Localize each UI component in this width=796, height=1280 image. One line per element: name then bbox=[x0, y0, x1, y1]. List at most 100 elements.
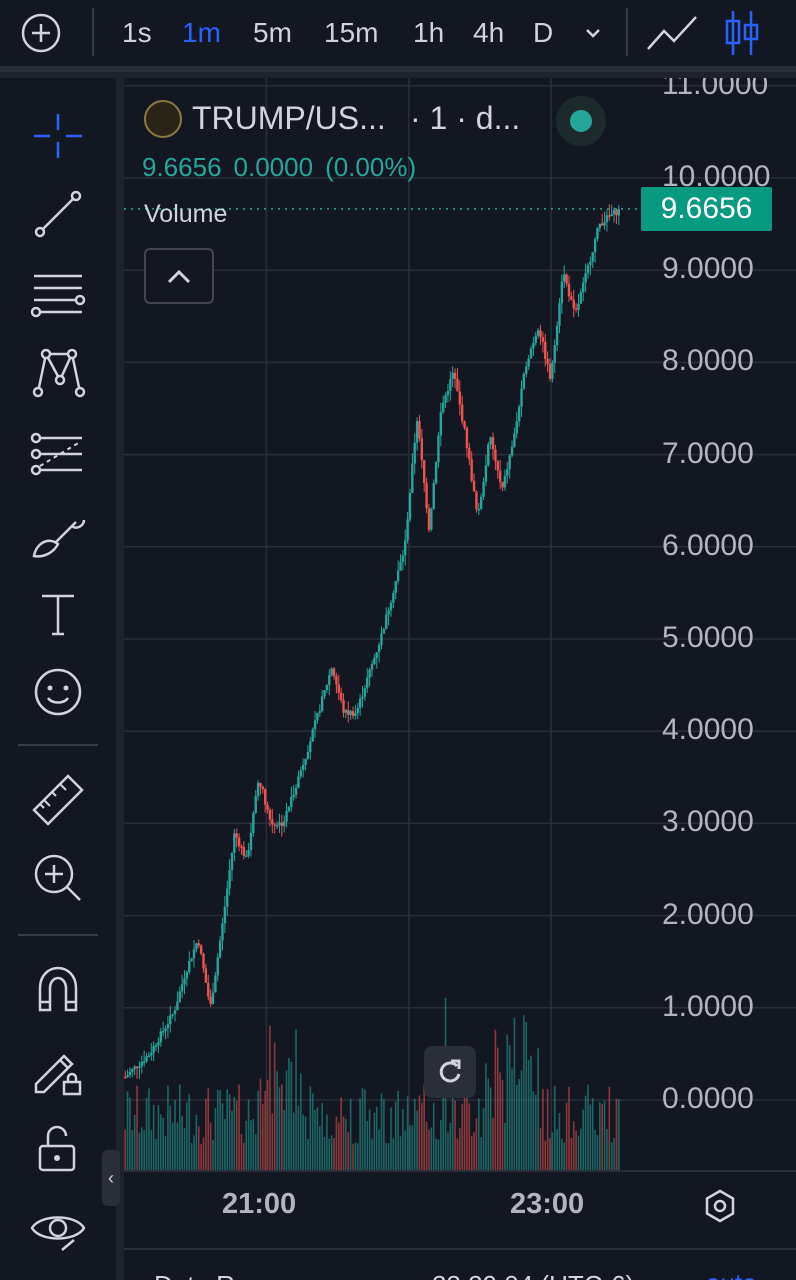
volume-bar bbox=[501, 1080, 504, 1170]
candle-body bbox=[510, 446, 514, 456]
candle-body bbox=[199, 945, 203, 954]
ruler-icon[interactable] bbox=[28, 770, 88, 830]
candle-body bbox=[332, 668, 336, 677]
candle-body bbox=[147, 1055, 151, 1058]
volume-bar bbox=[131, 1130, 134, 1170]
chart-pane[interactable]: TRUMP/US... · 1 · d... 9.6656 0.0000 (0.00… bbox=[124, 78, 796, 1280]
volume-bar bbox=[340, 1097, 342, 1170]
interval-1m[interactable]: 1m bbox=[182, 17, 221, 48]
interval-4h[interactable]: 4h bbox=[473, 17, 505, 48]
legend-price: 9.6656 bbox=[142, 152, 222, 182]
candle-body bbox=[190, 958, 193, 961]
candle-body bbox=[358, 698, 362, 708]
candle-body bbox=[124, 1076, 127, 1079]
add-symbol-icon[interactable] bbox=[20, 0, 62, 66]
line-chart-icon[interactable] bbox=[646, 0, 698, 66]
prediction-icon[interactable] bbox=[28, 424, 88, 484]
collapse-legend-button[interactable] bbox=[144, 248, 214, 304]
chart-settings-button[interactable] bbox=[698, 1184, 742, 1228]
volume-bar bbox=[523, 1015, 525, 1170]
volume-bar bbox=[577, 1135, 580, 1170]
symbol-title[interactable]: TRUMP/US... bbox=[192, 100, 386, 136]
toolbar-divider bbox=[626, 8, 628, 56]
candle-body bbox=[254, 796, 257, 813]
candle-body bbox=[323, 690, 326, 697]
interval-1h[interactable]: 1h bbox=[413, 17, 445, 48]
volume-bar bbox=[496, 1047, 499, 1170]
volume-bar bbox=[534, 1094, 537, 1170]
candle-body bbox=[344, 710, 348, 713]
candle-body bbox=[389, 602, 393, 611]
candle-body bbox=[159, 1031, 162, 1043]
unlock-icon[interactable] bbox=[28, 1118, 88, 1178]
candle-body bbox=[577, 303, 580, 310]
price-axis-label: 4.0000 bbox=[662, 713, 754, 747]
volume-bar bbox=[183, 1128, 186, 1170]
candle-body bbox=[176, 1001, 179, 1011]
volume-bar bbox=[233, 1097, 236, 1170]
candle-body bbox=[228, 870, 231, 889]
candle-body bbox=[427, 508, 431, 530]
candle-body bbox=[582, 282, 585, 293]
pattern-icon[interactable] bbox=[28, 342, 88, 402]
candle-body bbox=[418, 421, 421, 439]
volume-bar bbox=[599, 1102, 601, 1170]
volume-bar bbox=[442, 1089, 444, 1170]
volume-bar bbox=[468, 1103, 471, 1170]
trend-line-icon[interactable] bbox=[28, 184, 88, 244]
candle-body bbox=[320, 696, 324, 712]
volume-bar bbox=[364, 1089, 366, 1170]
candle-body bbox=[387, 610, 390, 615]
candle-body bbox=[131, 1069, 134, 1072]
volume-bar bbox=[366, 1121, 369, 1170]
volume-bar bbox=[231, 1110, 233, 1170]
chevron-up-icon bbox=[167, 269, 191, 284]
candle-body bbox=[404, 540, 407, 556]
text-icon[interactable] bbox=[28, 584, 88, 644]
date-range-button[interactable]: Date Range bbox=[154, 1270, 293, 1280]
symbol-interval[interactable]: · 1 · d... bbox=[410, 100, 521, 136]
sidebar-toggle-handle[interactable]: ‹ bbox=[102, 1150, 120, 1206]
volume-bar bbox=[437, 1139, 440, 1170]
volume-bar bbox=[591, 1097, 594, 1170]
candle-body bbox=[261, 786, 265, 790]
candle-body bbox=[335, 676, 338, 685]
volume-bar bbox=[368, 1109, 371, 1170]
interval-d[interactable]: D bbox=[533, 17, 554, 48]
brush-icon[interactable] bbox=[28, 506, 88, 566]
candle-body bbox=[539, 330, 542, 337]
volume-bar bbox=[473, 1131, 475, 1170]
interval-1s[interactable]: 1s bbox=[122, 17, 152, 48]
volume-bar bbox=[281, 1084, 283, 1170]
reset-chart-button[interactable] bbox=[424, 1046, 476, 1098]
volume-bar bbox=[518, 1079, 520, 1170]
crosshair-icon[interactable] bbox=[28, 106, 88, 166]
candle-body bbox=[477, 508, 480, 511]
candle-body bbox=[349, 711, 352, 715]
volume-bar bbox=[508, 1045, 511, 1170]
emoji-icon[interactable] bbox=[28, 662, 88, 722]
lock-drawing-icon[interactable] bbox=[28, 1040, 88, 1100]
candle-body bbox=[294, 787, 298, 795]
candle-body bbox=[437, 435, 440, 463]
volume-bar bbox=[589, 1104, 592, 1170]
volume-bar bbox=[511, 1068, 513, 1170]
volume-bar bbox=[549, 1138, 551, 1170]
magnet-icon[interactable] bbox=[28, 960, 88, 1020]
volume-bar bbox=[202, 1137, 205, 1170]
sidebar-divider bbox=[18, 934, 98, 936]
candles-icon[interactable] bbox=[724, 0, 760, 66]
chevron-down-icon[interactable] bbox=[582, 0, 604, 66]
auto-scale-button[interactable]: auto bbox=[706, 1268, 757, 1280]
interval-5m[interactable]: 5m bbox=[253, 17, 292, 48]
market-status[interactable] bbox=[556, 96, 606, 146]
zoom-in-icon[interactable] bbox=[28, 848, 88, 908]
interval-15m[interactable]: 15m bbox=[324, 17, 379, 48]
candle-body bbox=[444, 395, 447, 403]
fib-retracement-icon[interactable] bbox=[28, 264, 88, 324]
volume-bar bbox=[515, 1084, 518, 1170]
candle-body bbox=[406, 519, 409, 541]
eye-icon[interactable] bbox=[28, 1198, 88, 1258]
volume-bar bbox=[399, 1136, 402, 1170]
price-chart[interactable] bbox=[124, 78, 796, 1170]
